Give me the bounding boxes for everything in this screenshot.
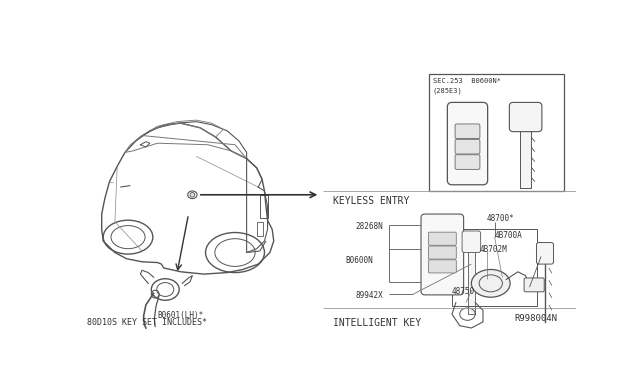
- FancyBboxPatch shape: [509, 102, 542, 132]
- Text: B0600N: B0600N: [346, 256, 374, 265]
- Bar: [452, 230, 537, 307]
- Bar: [429, 74, 564, 191]
- Text: 89942X: 89942X: [355, 291, 383, 300]
- Bar: [260, 195, 268, 218]
- FancyBboxPatch shape: [455, 124, 480, 139]
- Text: KEYLESS ENTRY: KEYLESS ENTRY: [333, 196, 410, 206]
- Text: INTELLIGENT KEY: INTELLIGENT KEY: [333, 318, 421, 328]
- Bar: [257, 222, 263, 235]
- Text: R998004N: R998004N: [514, 314, 557, 323]
- FancyBboxPatch shape: [428, 260, 456, 273]
- FancyBboxPatch shape: [447, 102, 488, 185]
- Text: 28268N: 28268N: [355, 222, 383, 231]
- Ellipse shape: [190, 192, 195, 197]
- FancyBboxPatch shape: [455, 155, 480, 169]
- Ellipse shape: [472, 269, 510, 297]
- Text: 80D10S KEY SET INCLUDES*: 80D10S KEY SET INCLUDES*: [88, 318, 207, 327]
- Bar: [467, 249, 476, 314]
- Text: 4B700A: 4B700A: [495, 231, 522, 240]
- FancyBboxPatch shape: [536, 243, 554, 264]
- FancyBboxPatch shape: [428, 232, 456, 245]
- Text: SEC.253  B0600N*: SEC.253 B0600N*: [433, 78, 500, 84]
- FancyBboxPatch shape: [428, 246, 456, 259]
- Bar: [520, 129, 531, 188]
- Text: B0601(LH)*: B0601(LH)*: [157, 311, 204, 320]
- Text: 48700*: 48700*: [487, 214, 515, 223]
- Text: 4B702M: 4B702M: [479, 245, 507, 254]
- FancyBboxPatch shape: [462, 231, 481, 253]
- Text: (285E3): (285E3): [433, 88, 462, 94]
- FancyBboxPatch shape: [524, 278, 544, 292]
- FancyBboxPatch shape: [421, 214, 463, 295]
- FancyBboxPatch shape: [455, 140, 480, 154]
- Text: 48750: 48750: [452, 287, 475, 296]
- Ellipse shape: [461, 110, 474, 122]
